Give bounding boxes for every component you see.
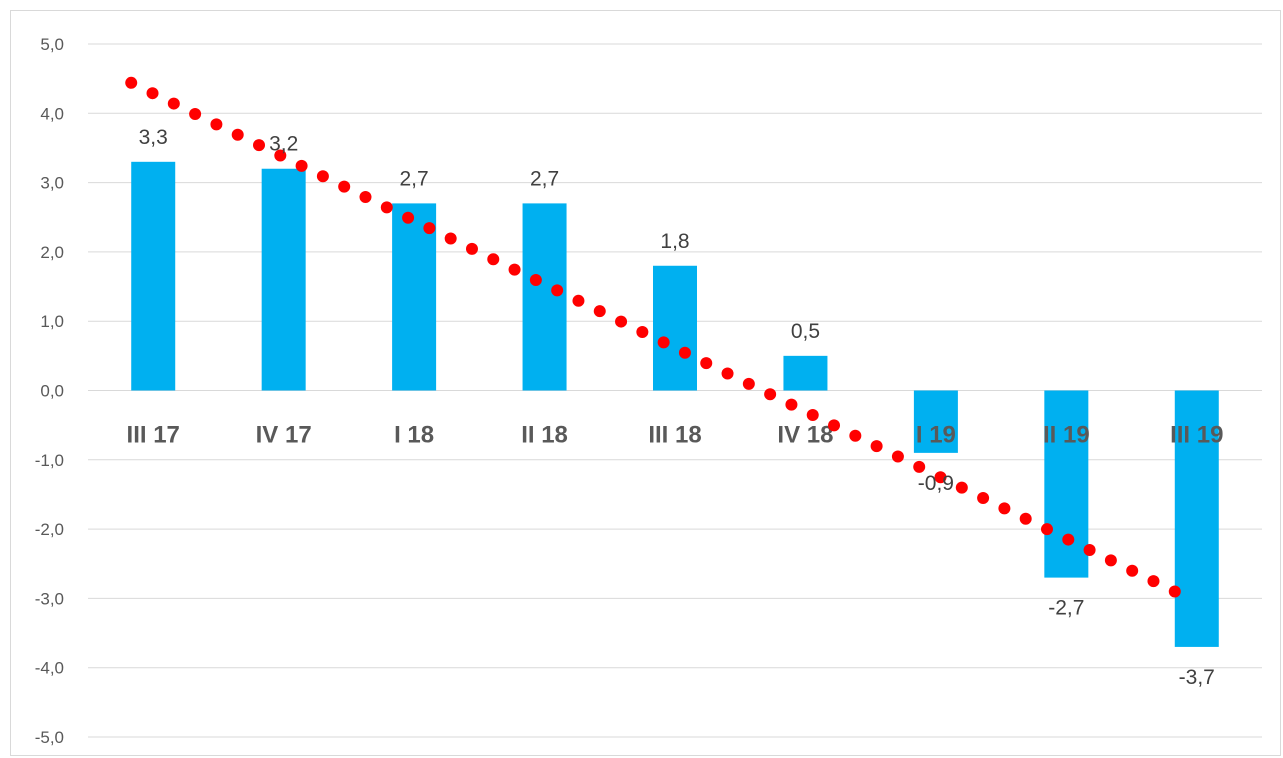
bar xyxy=(653,265,697,391)
x-category-label: III 19 xyxy=(1170,422,1223,449)
bar xyxy=(783,355,828,391)
data-label: 3,2 xyxy=(269,133,298,156)
y-tick-label: 4,0 xyxy=(40,104,64,123)
bar xyxy=(522,203,567,391)
data-label: -0,9 xyxy=(918,472,954,495)
trendline-dot xyxy=(806,408,819,421)
trendline-dot xyxy=(125,76,138,89)
trendline-dot xyxy=(167,97,180,110)
trendline-dot xyxy=(210,118,223,131)
trendline-dot xyxy=(508,263,521,276)
bar xyxy=(1174,390,1219,647)
data-label: 2,7 xyxy=(530,167,559,190)
y-tick-label: 1,0 xyxy=(40,312,64,331)
trendline-dot xyxy=(891,450,904,463)
bar xyxy=(261,168,306,391)
data-label: 0,5 xyxy=(791,320,820,343)
x-category-label: III 17 xyxy=(127,422,180,449)
trendline-dot xyxy=(146,87,159,100)
y-tick-label: 5,0 xyxy=(40,35,64,54)
trendline-dot xyxy=(1019,512,1032,525)
trendline-dot xyxy=(380,201,393,214)
trendline-dot xyxy=(551,284,564,297)
trendline-dot xyxy=(785,398,798,411)
y-tick-label: -5,0 xyxy=(35,728,64,747)
trendline xyxy=(125,76,1181,598)
trendline-dot xyxy=(678,346,691,359)
y-tick-label: -1,0 xyxy=(35,451,64,470)
trendline-dot xyxy=(529,274,542,287)
trendline-dot xyxy=(742,377,755,390)
y-tick-label: -3,0 xyxy=(35,589,64,608)
trendline-dot xyxy=(423,222,436,235)
trendline-dot xyxy=(593,305,606,318)
trendline-dot xyxy=(253,139,266,152)
trendline-dot xyxy=(721,367,734,380)
bar xyxy=(392,203,437,391)
y-tick-label: 3,0 xyxy=(40,174,64,193)
trendline-dot xyxy=(870,440,883,453)
trendline-dot xyxy=(487,253,500,266)
data-label: -3,7 xyxy=(1179,666,1215,689)
trendline-dot xyxy=(998,502,1011,515)
trendline-dot xyxy=(316,170,329,183)
trendline-dot xyxy=(295,159,308,172)
trendline-dot xyxy=(1062,533,1075,546)
trendline-dot xyxy=(1168,585,1181,598)
data-label: 3,3 xyxy=(139,126,168,149)
x-category-label: III 18 xyxy=(648,422,701,449)
trendline-dot xyxy=(465,242,478,255)
trendline-dot xyxy=(700,357,713,370)
trendline-dot xyxy=(1147,575,1160,588)
trendline-dot xyxy=(1104,554,1117,567)
data-labels: 3,3 3,2 2,7 2,7 1,8 0,5 -0,9 -2,7 -3,7 xyxy=(139,126,1215,689)
x-category-label: IV 17 xyxy=(256,422,312,449)
bar xyxy=(131,161,176,391)
bar xyxy=(913,390,958,453)
trendline-dot xyxy=(1083,543,1096,556)
x-category-label: II 18 xyxy=(521,422,568,449)
trendline-dot xyxy=(189,107,202,120)
trendline-dot xyxy=(913,460,926,473)
data-label: 2,7 xyxy=(400,167,429,190)
trendline-dot xyxy=(615,315,628,328)
x-category-label: I 19 xyxy=(916,422,956,449)
data-label: -2,7 xyxy=(1048,597,1084,620)
trendline-dot xyxy=(934,471,947,484)
trendline-dot xyxy=(572,294,585,307)
trendline-dot xyxy=(636,325,649,338)
y-tick-label: -4,0 xyxy=(35,659,64,678)
trendline-dot xyxy=(444,232,457,245)
trendline-dot xyxy=(274,149,287,162)
trendline-dot xyxy=(359,190,372,203)
bar xyxy=(1044,390,1089,578)
chart-frame xyxy=(10,10,1281,756)
trendline-dot xyxy=(849,429,862,442)
y-tick-label: -2,0 xyxy=(35,520,64,539)
trendline-dot xyxy=(231,128,244,141)
y-axis-ticks: 5,0 4,0 3,0 2,0 1,0 0,0 -1,0 -2,0 -3,0 -4,0 -5,0 xyxy=(35,35,64,747)
trendline-dot xyxy=(1126,564,1139,577)
data-label: 1,8 xyxy=(660,230,689,253)
y-tick-label: 0,0 xyxy=(40,382,64,401)
x-category-label: II 19 xyxy=(1043,422,1090,449)
bars xyxy=(131,161,1219,647)
trendline-dot xyxy=(402,211,415,224)
x-axis-category-labels: III 17 IV 17 I 18 II 18 III 18 IV 18 I 19 II 19… xyxy=(127,422,1224,449)
trendline-dot xyxy=(338,180,351,193)
trendline-dot xyxy=(828,419,841,432)
trendline-dot xyxy=(955,481,968,494)
trendline-dot xyxy=(977,492,990,505)
x-category-label: I 18 xyxy=(394,422,434,449)
y-tick-label: 2,0 xyxy=(40,243,64,262)
trendline-dot xyxy=(764,388,777,401)
x-category-label: IV 18 xyxy=(777,422,833,449)
trendline-dot xyxy=(657,336,670,349)
trendline-dot xyxy=(1040,523,1053,536)
